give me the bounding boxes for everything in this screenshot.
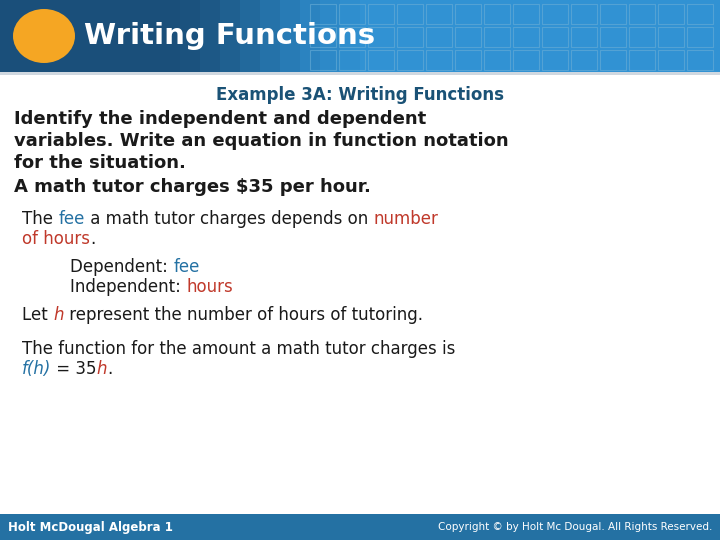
FancyBboxPatch shape (260, 0, 720, 72)
Text: Example 3A: Writing Functions: Example 3A: Writing Functions (216, 86, 504, 104)
Text: Dependent:: Dependent: (70, 258, 173, 276)
Text: hours: hours (186, 278, 233, 296)
Text: h: h (53, 306, 63, 324)
FancyBboxPatch shape (360, 0, 720, 72)
Text: f(h): f(h) (22, 360, 51, 378)
Text: A math tutor charges $35 per hour.: A math tutor charges $35 per hour. (14, 178, 371, 196)
Text: a math tutor charges depends on: a math tutor charges depends on (85, 210, 373, 228)
Text: Holt McDougal Algebra 1: Holt McDougal Algebra 1 (8, 521, 173, 534)
Text: .: . (107, 360, 112, 378)
FancyBboxPatch shape (0, 514, 720, 540)
Text: Identify the independent and dependent: Identify the independent and dependent (14, 110, 426, 128)
Text: Independent:: Independent: (70, 278, 186, 296)
FancyBboxPatch shape (220, 0, 720, 72)
Text: The function for the amount a math tutor charges is: The function for the amount a math tutor… (22, 340, 455, 358)
FancyBboxPatch shape (340, 0, 720, 72)
FancyBboxPatch shape (300, 0, 720, 72)
Text: represent the number of hours of tutoring.: represent the number of hours of tutorin… (63, 306, 423, 324)
FancyBboxPatch shape (200, 0, 720, 72)
FancyBboxPatch shape (320, 0, 720, 72)
Text: Let: Let (22, 306, 53, 324)
Text: variables. Write an equation in function notation: variables. Write an equation in function… (14, 132, 508, 150)
Text: Copyright © by Holt Mc Dougal. All Rights Reserved.: Copyright © by Holt Mc Dougal. All Right… (438, 522, 712, 532)
Text: h: h (97, 360, 107, 378)
Text: = 35: = 35 (51, 360, 97, 378)
Text: Writing Functions: Writing Functions (84, 22, 375, 50)
Text: for the situation.: for the situation. (14, 154, 186, 172)
Text: The: The (22, 210, 58, 228)
Text: of hours: of hours (22, 230, 90, 248)
FancyBboxPatch shape (0, 0, 720, 72)
FancyBboxPatch shape (0, 72, 720, 75)
FancyBboxPatch shape (240, 0, 720, 72)
FancyBboxPatch shape (280, 0, 720, 72)
Text: fee: fee (173, 258, 199, 276)
Text: fee: fee (58, 210, 85, 228)
FancyBboxPatch shape (180, 0, 720, 72)
Text: number: number (373, 210, 438, 228)
Ellipse shape (13, 9, 75, 63)
Text: .: . (90, 230, 95, 248)
